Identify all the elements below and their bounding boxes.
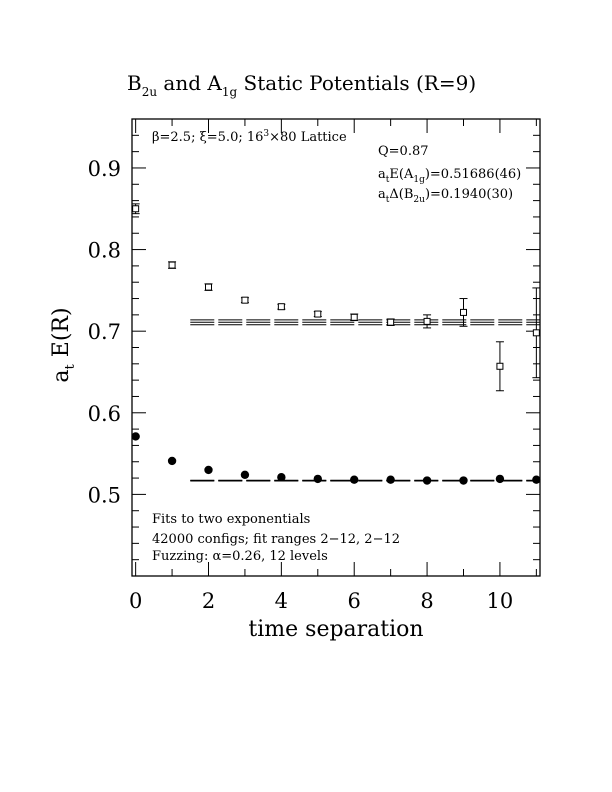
- point-a1g: [167, 456, 177, 466]
- point-b2u: [387, 318, 395, 326]
- y-tick-label: 0.6: [88, 402, 121, 426]
- point-b2u: [350, 313, 358, 321]
- point-a1g: [204, 465, 213, 475]
- point-a1g: [277, 473, 286, 482]
- point-a1g: [313, 474, 322, 484]
- x-tick-label: 0: [129, 589, 142, 613]
- fuzzing-annotation: Fuzzing: α=0.26, 12 levels: [152, 549, 328, 564]
- b2u-gap-annotation: atΔ(B2u)=0.1940(30): [378, 187, 513, 205]
- point-a1g: [422, 476, 432, 485]
- point-a1g: [386, 475, 395, 484]
- chart-title: B2u and A1g Static Potentials (R=9): [127, 71, 476, 99]
- point-a1g: [495, 474, 505, 484]
- point-b2u: [496, 362, 504, 370]
- y-tick-label: 0.5: [88, 483, 121, 507]
- x-axis-label: time separation: [248, 617, 423, 642]
- y-tick-label: 0.9: [88, 157, 121, 181]
- point-b2u: [460, 308, 467, 316]
- point-b2u: [277, 303, 285, 311]
- point-a1g: [131, 432, 140, 441]
- point-b2u: [532, 329, 540, 337]
- y-tick-label: 0.7: [88, 320, 121, 344]
- point-b2u: [423, 317, 431, 325]
- point-b2u: [205, 283, 212, 291]
- x-tick-label: 2: [202, 589, 215, 613]
- data-points: [131, 203, 541, 485]
- tick-labels: 0 2 4 6 8 10 0.5 0.6 0.7 0.8 0.9: [88, 157, 514, 613]
- fit-bands: [190, 319, 540, 482]
- point-b2u: [132, 205, 140, 213]
- point-b2u: [314, 310, 322, 318]
- y-tick-label: 0.8: [88, 239, 121, 263]
- point-a1g: [240, 470, 250, 480]
- point-b2u: [241, 296, 249, 304]
- configs-annotation: 42000 configs; fit ranges 2−12, 2−12: [152, 532, 400, 547]
- a1g-energy-annotation: atE(A1g)=0.51686(46): [378, 167, 521, 185]
- q-annotation: Q=0.87: [378, 144, 429, 159]
- point-a1g: [459, 476, 468, 485]
- fits-annotation: Fits to two exponentials: [152, 512, 310, 527]
- point-a1g: [532, 475, 541, 484]
- y-axis-label: at E(R): [49, 307, 78, 382]
- x-tick-label: 10: [487, 589, 514, 613]
- x-tick-label: 4: [275, 589, 288, 613]
- lattice-annotation: β=2.5; ξ=5.0; 163×80 Lattice: [152, 129, 347, 145]
- point-b2u: [168, 261, 176, 269]
- point-a1g: [350, 475, 359, 484]
- x-tick-label: 6: [348, 589, 361, 613]
- x-tick-label: 8: [420, 589, 433, 613]
